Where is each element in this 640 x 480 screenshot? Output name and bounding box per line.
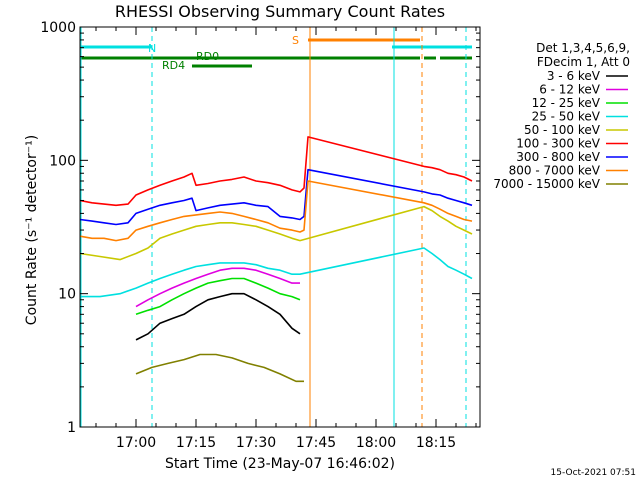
y-tick-label: 10 bbox=[58, 287, 76, 303]
legend-label: 25 - 50 keV bbox=[532, 110, 601, 124]
y-tick-label: 1000 bbox=[40, 20, 76, 36]
y-axis-label: Count Rate (s⁻¹ detector⁻¹) bbox=[24, 135, 40, 325]
legend-label: 800 - 7000 keV bbox=[509, 164, 601, 178]
legend-label: 3 - 6 keV bbox=[547, 69, 601, 83]
flag-label-rd4: RD4 bbox=[162, 59, 185, 72]
series-line bbox=[79, 180, 473, 242]
series-line bbox=[79, 205, 473, 261]
legend-header-line2: FDecim 1, Att 0 bbox=[537, 55, 630, 69]
flag-layer bbox=[80, 38, 472, 68]
series-line bbox=[135, 353, 304, 383]
y-tick-label: 100 bbox=[49, 153, 76, 169]
series-line bbox=[79, 168, 473, 226]
x-tick-label: 17:15 bbox=[176, 435, 216, 451]
x-axis-label: Start Time (23-May-07 16:46:02) bbox=[165, 456, 395, 472]
flag-label-n: N bbox=[148, 42, 156, 55]
legend-header-line1: Det 1,3,4,5,6,9, bbox=[536, 41, 630, 55]
legend-label: 12 - 25 keV bbox=[532, 96, 601, 110]
series-layer bbox=[79, 136, 473, 383]
legend-label: 7000 - 15000 keV bbox=[493, 177, 600, 191]
flag-label-s: S bbox=[292, 34, 299, 47]
vertical-markers bbox=[80, 27, 467, 427]
x-tick-label: 17:30 bbox=[236, 435, 276, 451]
y-axis: 1 10 100 1000 bbox=[40, 20, 480, 436]
legend-label: 6 - 12 keV bbox=[539, 83, 601, 97]
plot-frame bbox=[79, 26, 481, 428]
legend-label: 300 - 800 keV bbox=[516, 150, 600, 164]
series-line bbox=[135, 277, 301, 316]
x-axis: 17:00 17:15 17:30 17:45 18:00 18:15 bbox=[95, 27, 477, 451]
x-tick-label: 17:00 bbox=[116, 435, 156, 451]
flag-label-rd0: RD0 bbox=[196, 50, 219, 63]
series-line bbox=[135, 267, 300, 308]
legend-label: 100 - 300 keV bbox=[516, 137, 600, 151]
series-line bbox=[135, 292, 301, 341]
x-tick-label: 18:15 bbox=[416, 435, 456, 451]
x-tick-label: 17:45 bbox=[296, 435, 336, 451]
footer-date: 15-Oct-2021 07:51 bbox=[551, 468, 636, 478]
x-tick-label: 18:00 bbox=[356, 435, 396, 451]
chart-title: RHESSI Observing Summary Count Rates bbox=[115, 2, 445, 21]
legend-label: 50 - 100 keV bbox=[524, 123, 601, 137]
series-line bbox=[80, 247, 473, 298]
y-tick-label: 1 bbox=[67, 420, 76, 436]
series-line bbox=[79, 136, 473, 207]
